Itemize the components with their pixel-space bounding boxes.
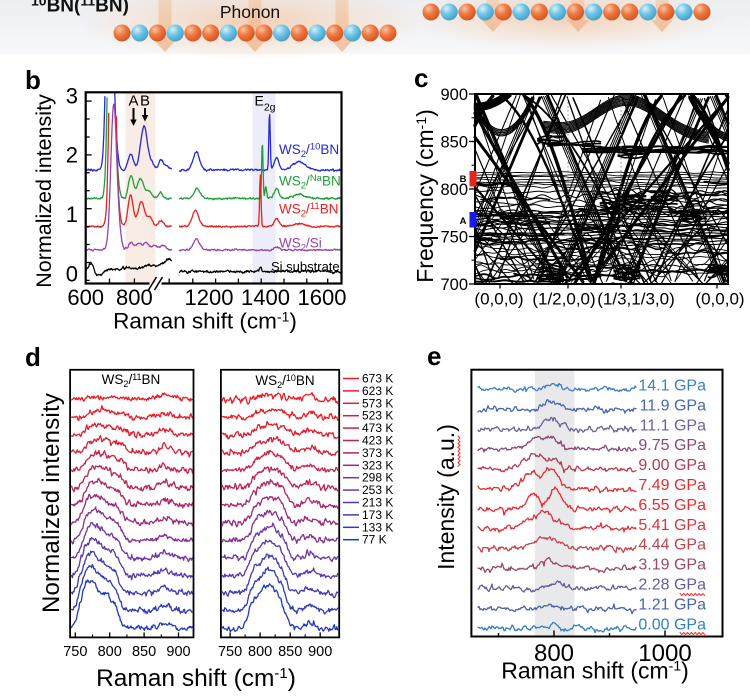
svg-text:Raman shift (cm-1): Raman shift (cm-1) [113, 309, 297, 334]
svg-text:e: e [427, 341, 441, 371]
svg-text:Normalized intensity: Normalized intensity [32, 94, 56, 288]
svg-text:4.44 GPa: 4.44 GPa [638, 537, 706, 554]
svg-text:Phonon: Phonon [220, 2, 280, 22]
svg-text:(0,0,0): (0,0,0) [474, 290, 523, 309]
svg-text:1: 1 [66, 202, 78, 227]
svg-text:800: 800 [248, 644, 272, 660]
svg-text:750: 750 [63, 644, 87, 660]
svg-text:473 K: 473 K [362, 421, 393, 435]
svg-text:A: A [128, 93, 138, 110]
svg-text:11.9 GPa: 11.9 GPa [640, 397, 707, 414]
svg-text:623 K: 623 K [362, 384, 393, 398]
svg-text:Raman shift (cm-1): Raman shift (cm-1) [96, 665, 296, 692]
svg-text:2: 2 [66, 143, 78, 168]
svg-text:b: b [25, 65, 41, 95]
svg-text:298 K: 298 K [362, 471, 393, 485]
svg-text:77 K: 77 K [362, 533, 387, 547]
svg-text:Frequency (cm-1): Frequency (cm-1) [412, 109, 438, 283]
svg-text:900: 900 [166, 644, 190, 660]
svg-text:573 K: 573 K [362, 396, 393, 410]
svg-text:WS2/10BN: WS2/10BN [255, 373, 314, 390]
svg-text:1600: 1600 [298, 285, 347, 310]
svg-text:A: A [460, 216, 467, 227]
svg-text:850: 850 [440, 134, 468, 152]
svg-text:WS2/10BN: WS2/10BN [279, 142, 339, 161]
svg-text:9.75 GPa: 9.75 GPa [638, 437, 706, 454]
svg-text:173 K: 173 K [362, 508, 393, 522]
svg-text:B: B [460, 174, 467, 185]
svg-text:(0,0,0): (0,0,0) [695, 290, 744, 309]
svg-text:14.1 GPa: 14.1 GPa [638, 378, 706, 395]
svg-text:WS2/11BN: WS2/11BN [279, 201, 338, 220]
svg-text:B: B [140, 93, 150, 110]
svg-text:800: 800 [440, 181, 468, 199]
svg-text:423 K: 423 K [362, 434, 393, 448]
svg-text:c: c [414, 63, 428, 93]
svg-text:323 K: 323 K [362, 458, 393, 472]
svg-text:1000: 1000 [638, 640, 691, 667]
svg-text:133 K: 133 K [362, 520, 393, 534]
svg-text:1200: 1200 [185, 285, 234, 310]
svg-text:WS2/Si: WS2/Si [279, 236, 322, 254]
svg-text:1.21 GPa: 1.21 GPa [638, 596, 706, 613]
svg-text:373 K: 373 K [362, 446, 393, 460]
svg-text:253 K: 253 K [362, 483, 393, 497]
svg-text:WS2/11BN: WS2/11BN [102, 372, 161, 389]
svg-text:850: 850 [278, 644, 302, 660]
svg-text:750: 750 [440, 229, 468, 247]
svg-text:800: 800 [116, 285, 153, 310]
svg-text:11.1 GPa: 11.1 GPa [640, 417, 707, 434]
svg-text:800: 800 [534, 640, 574, 667]
svg-text:800: 800 [98, 644, 122, 660]
svg-text:10BN(11BN): 10BN(11BN) [31, 0, 129, 17]
svg-text:WS2/NaBN: WS2/NaBN [279, 173, 341, 192]
svg-text:0: 0 [66, 262, 78, 287]
svg-text:600: 600 [67, 285, 104, 310]
svg-text:2.28 GPa: 2.28 GPa [638, 577, 706, 594]
svg-text:Normalized intensity: Normalized intensity [38, 393, 65, 613]
svg-text:1400: 1400 [241, 285, 290, 310]
svg-text:9.00 GPa: 9.00 GPa [638, 457, 706, 474]
svg-text:Raman shift (cm-1): Raman shift (cm-1) [501, 658, 689, 684]
svg-text:Si substrate: Si substrate [271, 259, 340, 274]
svg-text:6.55 GPa: 6.55 GPa [638, 497, 706, 514]
svg-text:900: 900 [308, 644, 332, 660]
svg-text:900: 900 [440, 86, 468, 104]
svg-text:673 K: 673 K [362, 372, 393, 386]
svg-text:5.41 GPa: 5.41 GPa [638, 517, 706, 534]
svg-text:523 K: 523 K [362, 409, 393, 423]
svg-text:750: 750 [218, 644, 242, 660]
svg-text:850: 850 [132, 644, 156, 660]
svg-text:Intensity (a.u.): Intensity (a.u.) [433, 424, 459, 570]
svg-text:d: d [25, 342, 41, 372]
svg-text:3.19 GPa: 3.19 GPa [638, 557, 706, 574]
svg-text:(1/3,1/3,0): (1/3,1/3,0) [597, 290, 675, 309]
svg-text:(1/2,0,0): (1/2,0,0) [532, 290, 595, 309]
svg-text:3: 3 [66, 83, 78, 108]
svg-text:700: 700 [440, 276, 468, 294]
svg-text:213 K: 213 K [362, 496, 393, 510]
svg-text:0.00 GPa: 0.00 GPa [638, 616, 706, 633]
svg-text:7.49 GPa: 7.49 GPa [638, 477, 706, 494]
